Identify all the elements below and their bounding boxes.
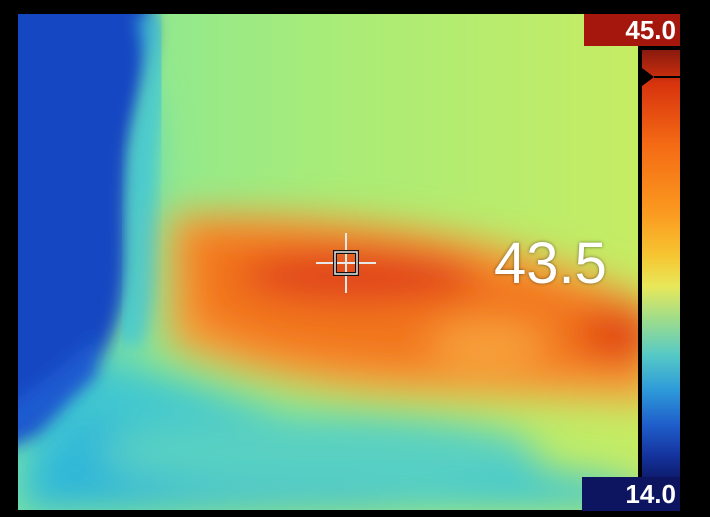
scale-marker-line bbox=[654, 76, 680, 78]
thermal-image-canvas bbox=[18, 14, 638, 510]
spot-temperature: 43.5 bbox=[494, 231, 607, 296]
temperature-scale-bar bbox=[640, 50, 680, 480]
scale-max-value: 45.0 bbox=[625, 14, 676, 45]
crosshair-icon bbox=[316, 233, 376, 293]
scale-min-box: 14.0 bbox=[582, 477, 680, 511]
scale-marker-icon bbox=[642, 68, 654, 86]
scale-max-box: 45.0 bbox=[584, 14, 680, 46]
thermal-image bbox=[18, 14, 638, 510]
scale-min-value: 14.0 bbox=[625, 478, 676, 509]
